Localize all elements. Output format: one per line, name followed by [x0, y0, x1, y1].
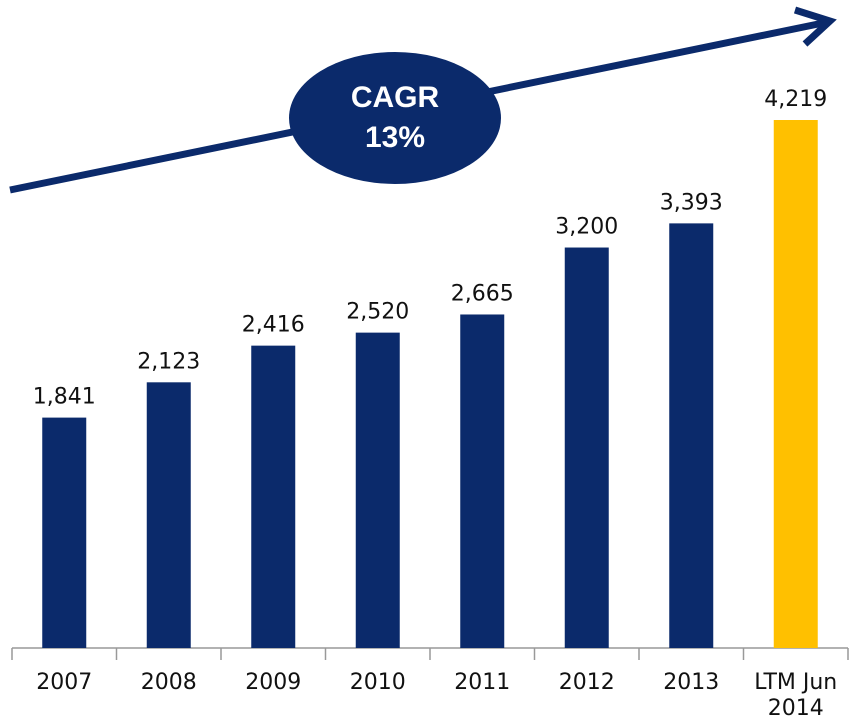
value-label: 3,200 [555, 215, 618, 240]
value-label: 2,416 [242, 313, 305, 338]
x-tick-label: 2009 [245, 670, 302, 695]
value-label: 3,393 [660, 190, 723, 215]
annotation: CAGR [351, 81, 440, 114]
value-label: 2,520 [346, 300, 409, 325]
bar [146, 382, 191, 648]
bar [564, 247, 609, 649]
x-tick-label: 2012 [558, 670, 615, 695]
bar [669, 223, 714, 648]
x-tick-label: LTM Jun 2014 [754, 670, 838, 721]
value-label: 2,123 [137, 349, 200, 374]
x-tick-label: 2007 [36, 670, 93, 695]
bar [460, 314, 505, 648]
bar [42, 417, 87, 648]
x-tick-label: 2008 [140, 670, 197, 695]
x-tick-label: 2011 [454, 670, 511, 695]
value-label: 1,841 [33, 385, 96, 410]
bar [355, 332, 400, 648]
bar [773, 120, 818, 648]
bar [251, 345, 296, 648]
arrow-head [793, 6, 837, 47]
annotation: 13% [365, 121, 425, 154]
x-tick-label: 2010 [349, 670, 406, 695]
cagr-bubble [289, 52, 501, 184]
value-label: 4,219 [764, 87, 827, 112]
value-label: 2,665 [451, 281, 514, 306]
x-tick-label: 2013 [663, 670, 720, 695]
